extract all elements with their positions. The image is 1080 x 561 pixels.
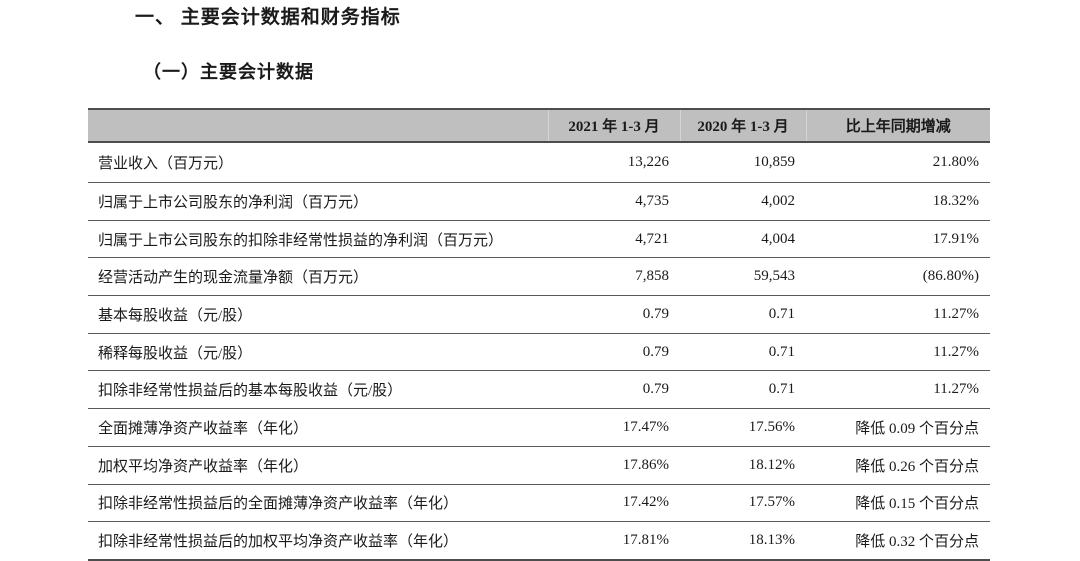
table-row: 归属于上市公司股东的净利润（百万元） 4,735 4,002 18.32% <box>88 182 990 221</box>
value-2020-cell: 4,002 <box>680 182 806 221</box>
metric-label-cell: 扣除非经常性损益后的全面摊薄净资产收益率（年化） <box>88 484 548 523</box>
table-row: 稀释每股收益（元/股） 0.79 0.71 11.27% <box>88 333 990 372</box>
change-cell: 降低 0.15 个百分点 <box>806 484 990 523</box>
value-2021-cell: 17.47% <box>548 408 680 447</box>
metric-label-cell: 扣除非经常性损益后的基本每股收益（元/股） <box>88 370 548 410</box>
metric-label-cell: 营业收入（百万元） <box>88 142 548 183</box>
metric-label-cell: 全面摊薄净资产收益率（年化） <box>88 408 548 447</box>
value-2021-cell: 17.42% <box>548 484 680 523</box>
table-row: 营业收入（百万元） 13,226 10,859 21.80% <box>88 142 990 183</box>
change-cell: 11.27% <box>806 333 990 372</box>
change-cell: 18.32% <box>806 182 990 221</box>
change-cell: 11.27% <box>806 370 990 410</box>
table-row: 全面摊薄净资产收益率（年化） 17.47% 17.56% 降低 0.09 个百分… <box>88 408 990 447</box>
table-row: 基本每股收益（元/股） 0.79 0.71 11.27% <box>88 295 990 334</box>
metric-label-cell: 加权平均净资产收益率（年化） <box>88 446 548 485</box>
change-cell: 降低 0.26 个百分点 <box>806 446 990 485</box>
metric-label-cell: 稀释每股收益（元/股） <box>88 333 548 372</box>
metric-label-cell: 归属于上市公司股东的扣除非经常性损益的净利润（百万元） <box>88 220 548 259</box>
value-2021-cell: 4,721 <box>548 220 680 259</box>
change-cell: (86.80%) <box>806 257 990 297</box>
table-row: 扣除非经常性损益后的基本每股收益（元/股） 0.79 0.71 11.27% <box>88 370 990 410</box>
table-row: 经营活动产生的现金流量净额（百万元） 7,858 59,543 (86.80%) <box>88 257 990 297</box>
value-2021-cell: 0.79 <box>548 333 680 372</box>
change-cell: 降低 0.32 个百分点 <box>806 521 990 561</box>
col-header-period-2021: 2021 年 1-3 月 <box>547 108 680 143</box>
change-cell: 17.91% <box>806 220 990 259</box>
value-2020-cell: 17.57% <box>680 484 806 523</box>
value-2020-cell: 0.71 <box>680 370 806 410</box>
value-2020-cell: 18.12% <box>680 446 806 485</box>
subsection-title: （一）主要会计数据 <box>143 62 314 82</box>
value-2020-cell: 4,004 <box>680 220 806 259</box>
table-row: 加权平均净资产收益率（年化） 17.86% 18.12% 降低 0.26 个百分… <box>88 446 990 485</box>
value-2020-cell: 17.56% <box>680 408 806 447</box>
value-2021-cell: 13,226 <box>548 142 680 183</box>
table-header-row: 2021 年 1-3 月 2020 年 1-3 月 比上年同期增减 <box>88 108 990 143</box>
value-2021-cell: 17.81% <box>548 521 680 561</box>
value-2021-cell: 17.86% <box>548 446 680 485</box>
value-2020-cell: 59,543 <box>680 257 806 297</box>
value-2021-cell: 0.79 <box>548 370 680 410</box>
metric-label-cell: 经营活动产生的现金流量净额（百万元） <box>88 257 548 297</box>
value-2020-cell: 0.71 <box>680 295 806 334</box>
value-2020-cell: 10,859 <box>680 142 806 183</box>
table-row: 扣除非经常性损益后的全面摊薄净资产收益率（年化） 17.42% 17.57% 降… <box>88 484 990 523</box>
col-header-metric <box>88 108 548 143</box>
col-header-period-2020: 2020 年 1-3 月 <box>679 108 806 143</box>
value-2020-cell: 18.13% <box>680 521 806 561</box>
value-2020-cell: 0.71 <box>680 333 806 372</box>
key-accounting-data-table: 2021 年 1-3 月 2020 年 1-3 月 比上年同期增减 营业收入（百… <box>88 108 990 561</box>
value-2021-cell: 4,735 <box>548 182 680 221</box>
table-row: 扣除非经常性损益后的加权平均净资产收益率（年化） 17.81% 18.13% 降… <box>88 521 990 561</box>
change-cell: 21.80% <box>806 142 990 183</box>
col-header-change: 比上年同期增减 <box>805 108 990 143</box>
metric-label-cell: 归属于上市公司股东的净利润（百万元） <box>88 182 548 221</box>
value-2021-cell: 7,858 <box>548 257 680 297</box>
table-row: 归属于上市公司股东的扣除非经常性损益的净利润（百万元） 4,721 4,004 … <box>88 220 990 259</box>
section-title: 一、 主要会计数据和财务指标 <box>135 7 401 28</box>
change-cell: 降低 0.09 个百分点 <box>806 408 990 447</box>
metric-label-cell: 基本每股收益（元/股） <box>88 295 548 334</box>
metric-label-cell: 扣除非经常性损益后的加权平均净资产收益率（年化） <box>88 521 548 561</box>
value-2021-cell: 0.79 <box>548 295 680 334</box>
change-cell: 11.27% <box>806 295 990 334</box>
